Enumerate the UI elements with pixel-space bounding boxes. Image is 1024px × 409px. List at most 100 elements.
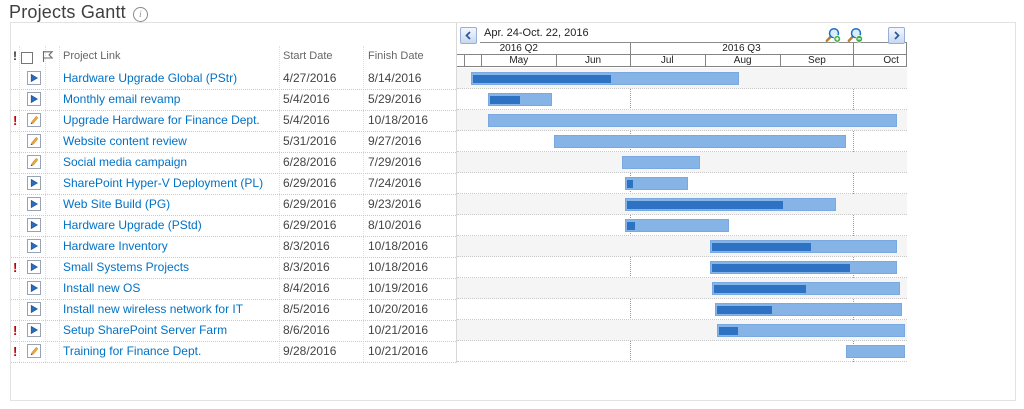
finish-date-cell: 9/27/2016 [368,134,422,148]
project-link[interactable]: Install new OS [63,281,141,295]
gantt-bar-progress [711,264,851,272]
start-date-cell: 5/31/2016 [283,134,337,148]
month-cell [780,55,853,66]
table-row[interactable]: ! Setup SharePoint Server Farm 8/6/2016 10/… [11,320,456,342]
gantt-bar[interactable] [717,324,905,337]
in-progress-item-icon [27,92,41,106]
month-label: Oct [883,55,899,66]
gantt-bar[interactable] [488,114,898,127]
gantt-bar[interactable] [554,135,847,148]
table-row[interactable]: Install new OS 8/4/2016 10/19/2016 [11,278,456,300]
project-link[interactable]: Setup SharePoint Server Farm [63,323,228,337]
table-row[interactable]: Monthly email revamp 5/4/2016 5/29/2016 [11,89,456,111]
quarter-cell [629,43,854,54]
column-header-finish-date[interactable]: Finish Date [368,50,424,62]
quarter-gridline [853,68,855,362]
gantt-bar-progress [626,180,633,188]
month-cell [853,55,907,66]
select-all-checkbox[interactable] [21,52,33,64]
month-label: Jun [584,55,602,66]
column-separator [59,46,60,362]
project-link[interactable]: Hardware Inventory [63,239,168,253]
gantt-bar[interactable] [712,282,900,295]
gantt-bar[interactable] [624,219,730,232]
table-row[interactable]: Website content review 5/31/2016 9/27/2016 [11,131,456,153]
page-title: Projects Gantt [9,2,126,22]
project-link[interactable]: Training for Finance Dept. [63,344,202,358]
quarter-gridline [629,68,631,362]
gantt-webpart: ! Project Link Start Date Finish Date Ha… [10,22,1016,401]
start-date-cell: 8/5/2016 [283,302,330,316]
start-date-cell: 6/29/2016 [283,176,337,190]
column-header-project[interactable]: Project Link [63,50,121,62]
gantt-bar-progress [626,222,635,230]
project-link[interactable]: Small Systems Projects [63,260,190,274]
gantt-bar[interactable] [471,72,740,85]
project-link[interactable]: Social media campaign [63,155,188,169]
project-link[interactable]: SharePoint Hyper-V Deployment (PL) [63,176,264,190]
info-icon[interactable]: i [132,6,148,22]
gantt-bar[interactable] [709,261,898,274]
zoom-out-button[interactable] [847,27,863,43]
in-progress-item-icon [27,218,41,232]
table-row[interactable]: SharePoint Hyper-V Deployment (PL) 6/29/2… [11,173,456,195]
project-table: ! Project Link Start Date Finish Date Ha… [11,23,457,363]
table-row[interactable]: Web Site Build (PG) 6/29/2016 9/23/2016 [11,194,456,216]
gantt-bar[interactable] [624,177,688,190]
table-row[interactable]: Hardware Upgrade Global (PStr) 4/27/2016 8… [11,68,456,90]
gantt-bar-progress [626,201,784,209]
scroll-left-button[interactable] [460,27,477,44]
quarter-cell [457,43,630,54]
month-label: May [509,55,529,66]
month-cell [556,55,629,66]
table-row[interactable]: Hardware Upgrade (PStd) 6/29/2016 8/10/201… [11,215,456,237]
project-link[interactable]: Monthly email revamp [63,92,181,106]
gantt-date-range: Apr. 24-Oct. 22, 2016 [484,27,589,39]
finish-date-cell: 9/23/2016 [368,197,422,211]
zoom-in-button[interactable] [825,27,841,43]
in-progress-item-icon [27,260,41,274]
project-link[interactable]: Hardware Upgrade (PStd) [63,218,202,232]
project-link[interactable]: Install new wireless network for IT [63,302,244,316]
month-cell [481,55,556,66]
gantt-bar[interactable] [714,303,903,316]
gantt-row-band [457,299,907,320]
toolbar-underline [480,42,907,43]
start-date-cell: 5/4/2016 [283,92,330,106]
project-link[interactable]: Web Site Build (PG) [63,197,171,211]
column-separator [45,46,46,362]
in-progress-item-icon [27,323,41,337]
flag-column-icon[interactable] [42,50,54,66]
gantt-bar-progress [716,306,773,314]
table-row[interactable]: ! Small Systems Projects 8/3/2016 10/18/201… [11,257,456,279]
gantt-bar[interactable] [846,345,905,358]
gantt-chart-body [457,68,907,362]
column-separator [279,46,280,362]
table-row[interactable]: Hardware Inventory 8/3/2016 10/18/2016 [11,236,456,258]
gantt-bar[interactable] [622,156,701,169]
scroll-right-button[interactable] [888,27,905,44]
project-link[interactable]: Upgrade Hardware for Finance Dept. [63,113,260,127]
gantt-bar[interactable] [624,198,837,211]
column-header-start-date[interactable]: Start Date [283,50,333,62]
gantt-bar-progress [711,243,812,251]
table-row[interactable]: Social media campaign 6/28/2016 7/29/2016 [11,152,456,174]
finish-date-cell: 10/18/2016 [368,113,429,127]
project-link[interactable]: Hardware Upgrade Global (PStr) [63,71,238,85]
gantt-bar[interactable] [709,240,898,253]
month-label: Jul [660,55,674,66]
table-row[interactable]: ! Training for Finance Dept. 9/28/2016 10/2… [11,341,456,363]
month-label: Aug [733,55,752,66]
gantt-bar[interactable] [488,93,552,106]
edit-item-icon [27,113,41,127]
table-row[interactable]: ! Upgrade Hardware for Finance Dept. 5/4/2… [11,110,456,132]
table-row[interactable]: Install new wireless network for IT 8/5/2… [11,299,456,321]
finish-date-cell: 10/20/2016 [368,302,429,316]
project-link[interactable]: Website content review [63,134,187,148]
gantt-bar-progress [473,75,611,83]
finish-date-cell: 10/19/2016 [368,281,429,295]
start-date-cell: 8/6/2016 [283,323,330,337]
exclamation-icon: ! [13,323,18,338]
finish-date-cell: 5/29/2016 [368,92,422,106]
